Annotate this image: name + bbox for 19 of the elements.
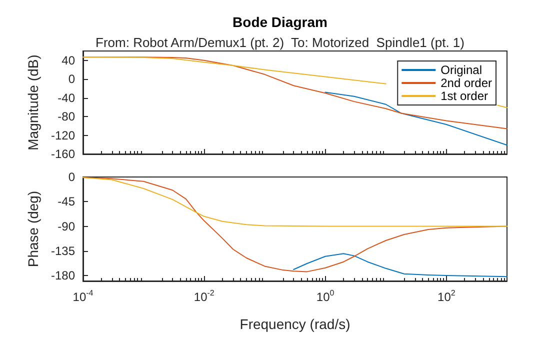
y-tick-label: -160 <box>50 147 76 161</box>
legend-label: 1st order <box>440 89 488 103</box>
y-tick-label: 0 <box>68 72 76 86</box>
y-tick-label: -180 <box>50 268 76 283</box>
legend-label: 2nd order <box>440 76 492 90</box>
y-tick-label: -45 <box>58 194 76 209</box>
y-tick-label: -135 <box>50 244 76 258</box>
y-tick-label: -120 <box>50 128 76 142</box>
y-tick-label: -90 <box>58 219 76 234</box>
chart-subtitle: From: Robot Arm/Demux1 (pt. 2) To: Motorized Spindle1 (pt. 1) <box>96 35 464 50</box>
y-tick-label: -80 <box>58 110 76 124</box>
chart-title: Bode Diagram <box>232 14 328 30</box>
x-axis-title: Frequency (rad/s) <box>240 316 350 332</box>
y-tick-label: 0 <box>68 170 76 184</box>
y-axis-title: Phase (deg) <box>25 190 42 268</box>
y-tick-label: -40 <box>58 90 76 105</box>
legend-label: Original <box>440 63 482 77</box>
y-tick-label: 40 <box>62 53 76 68</box>
y-axis-title: Magnitude (dB) <box>25 54 42 150</box>
